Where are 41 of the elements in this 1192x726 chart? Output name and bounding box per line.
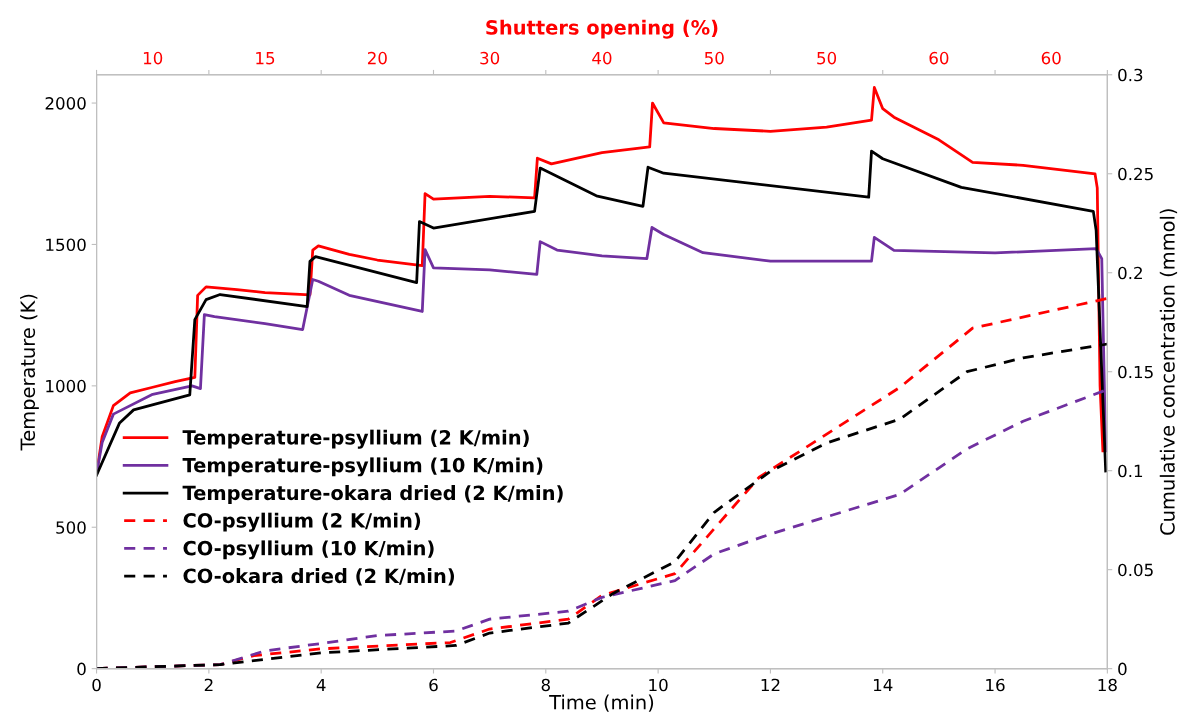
x-tick-label: 4 [316, 678, 326, 692]
text: 10 [143, 51, 163, 65]
y-tick-label: 1500 [46, 238, 86, 252]
x2-axis-title: Shutters opening (%) [486, 19, 718, 39]
text: 40 [592, 51, 612, 65]
legend-label: Temperature-okara dried (2 K/min) [182, 485, 563, 504]
x-tick-label: 10 [649, 678, 668, 692]
y2-tick-label: 0.2 [1118, 266, 1142, 280]
x-tick-label: 0 [92, 678, 101, 692]
y2-tick-label: 0.05 [1118, 563, 1153, 577]
x-tick-label: 6 [429, 678, 438, 692]
x-tick-label: 16 [986, 678, 1005, 692]
text: 15 [256, 52, 275, 65]
x-tick-label: 12 [761, 678, 780, 692]
text: 20 [367, 51, 387, 65]
y2-tick-label: 0.25 [1118, 167, 1153, 181]
x-tick-label: 2 [204, 678, 213, 692]
x-tick-label: 18 [1098, 678, 1117, 692]
y-tick-label: 0 [77, 662, 86, 676]
y2-tick-label: 0.1 [1118, 464, 1143, 478]
x-tick-label: 14 [873, 678, 893, 692]
y-axis-title: Temperature (K) [20, 294, 39, 451]
y2-tick-label: 0 [1118, 662, 1127, 676]
y2-axis-title: Cumulative concentration (mmol) [1159, 209, 1178, 535]
y-tick-label: 2000 [45, 97, 86, 110]
text: 50 [704, 51, 724, 65]
legend-label: Temperature-psyllium (2 K/min) [182, 429, 529, 449]
y2-tick-label: 0.3 [1118, 68, 1143, 82]
y-tick-label: 1000 [46, 379, 86, 393]
x-axis-title: Time (min) [549, 694, 654, 712]
legend-label: CO-okara dried (2 K/min) [183, 568, 455, 586]
text: 50 [817, 51, 837, 65]
legend-label: Temperature-psyllium (10 K/min) [182, 457, 543, 477]
legend-label: CO-psyllium (10 K/min) [183, 540, 434, 560]
legend-label: CO-psyllium (2 K/min) [183, 512, 421, 532]
text: 60 [1041, 51, 1061, 65]
x-tick-label: 8 [541, 678, 550, 692]
y2-tick-label: 0.15 [1118, 365, 1153, 379]
text: 30 [480, 51, 500, 65]
text: 60 [929, 51, 949, 65]
y-tick-label: 500 [56, 521, 86, 534]
